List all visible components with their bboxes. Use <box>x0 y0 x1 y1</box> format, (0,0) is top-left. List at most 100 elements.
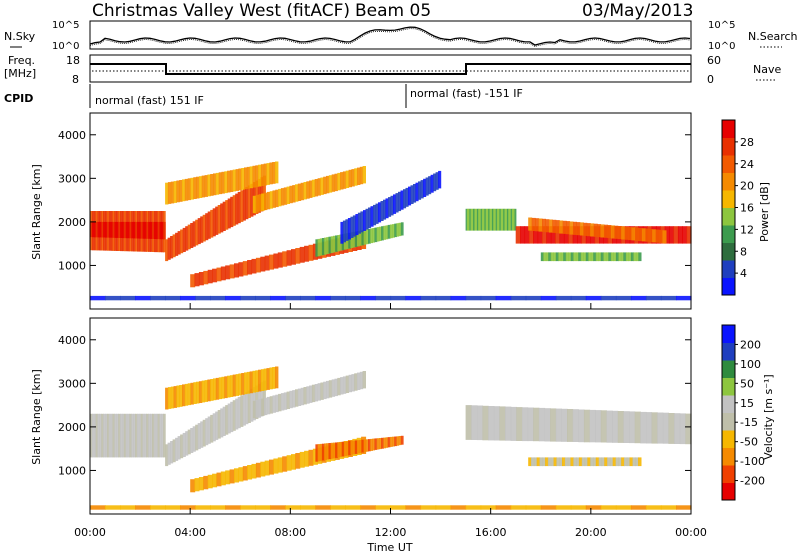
velocity-band-4-2 <box>198 477 204 491</box>
velocity-band-4-5 <box>212 473 218 488</box>
velocity-band-5-19 <box>357 440 360 454</box>
velocity-band-6-14 <box>544 408 551 442</box>
power-band-2-0 <box>165 239 169 262</box>
power-band-12-20 <box>390 295 407 301</box>
power-band-3-32 <box>255 165 259 188</box>
velocity-band-5-34 <box>389 436 393 447</box>
power-band-9-2 <box>524 226 530 244</box>
velocity-band-4-16 <box>260 461 266 477</box>
power-band-5-21 <box>282 251 288 267</box>
power-band-3-29 <box>246 166 251 189</box>
power-band-7-18 <box>385 198 389 219</box>
power-band-12-36 <box>630 295 647 301</box>
velocity-colorbar-swatch-5 <box>722 395 735 413</box>
velocity-band-3-35 <box>351 374 355 392</box>
velocity-band-4-26 <box>304 450 310 467</box>
power-band-5-18 <box>269 254 274 270</box>
velocity-band-1-26 <box>230 401 234 433</box>
velocity-band-2-35 <box>263 368 268 391</box>
power-colorbar-swatch-3 <box>722 225 735 243</box>
velocity-ylabel: Slant Range [km] <box>30 369 43 465</box>
velocity-band-2-26 <box>238 373 242 396</box>
velocity-band-8-9 <box>225 505 241 510</box>
power-band-1-34 <box>153 221 157 239</box>
power-band-8-24 <box>495 208 498 231</box>
nave-tick-top: 60 <box>707 54 721 67</box>
velocity-band-2-0 <box>165 387 169 410</box>
velocity-band-8-25 <box>465 505 482 510</box>
velocity-band-8-15 <box>315 505 331 510</box>
power-band-1-24 <box>135 221 138 239</box>
velocity-band-3-22 <box>314 384 319 402</box>
power-band-4-8 <box>275 189 279 208</box>
velocity-band-4-14 <box>251 463 257 479</box>
velocity-band-6-27 <box>617 411 624 443</box>
velocity-band-1-21 <box>217 410 221 439</box>
velocity-band-6-15 <box>550 408 557 442</box>
power-band-11-4 <box>550 252 554 262</box>
power-band-10-33 <box>641 228 646 242</box>
power-band-8-12 <box>480 208 483 231</box>
power-band-8-8 <box>475 208 478 231</box>
velocity-band-4-8 <box>225 470 231 485</box>
power-band-6-30 <box>381 226 384 241</box>
noise-sky-trace <box>89 26 691 46</box>
velocity-band-7-39 <box>638 457 642 467</box>
velocity-band-7-16 <box>573 457 577 467</box>
power-band-6-0 <box>315 239 319 257</box>
velocity-band-5-39 <box>400 435 404 445</box>
power-band-1-30 <box>146 221 149 239</box>
power-band-1-38 <box>161 221 164 240</box>
power-band-1-11 <box>110 221 114 238</box>
power-colorbar-swatch-1 <box>722 260 735 278</box>
power-band-10-37 <box>655 229 660 243</box>
velocity-band-5-5 <box>326 443 330 460</box>
velocity-band-7-23 <box>593 457 597 467</box>
velocity-band-4-23 <box>291 454 296 470</box>
velocity-band-8-20 <box>390 505 407 510</box>
velocity-band-3-23 <box>317 383 321 401</box>
velocity-colorbar-label-4: 15 <box>740 397 754 410</box>
velocity-band-1-31 <box>242 393 246 426</box>
power-band-10-17 <box>586 223 591 237</box>
power-band-8-9 <box>476 208 479 231</box>
power-band-10-21 <box>600 224 605 238</box>
velocity-band-2-25 <box>235 374 239 396</box>
power-band-11-37 <box>633 252 637 262</box>
velocity-band-5-4 <box>324 443 327 460</box>
power-band-7-19 <box>388 197 392 217</box>
power-band-6-3 <box>321 238 325 256</box>
velocity-band-4-15 <box>255 462 261 478</box>
velocity-colorbar-label-5: 50 <box>740 377 754 390</box>
velocity-band-2-39 <box>275 366 279 389</box>
power-band-8-11 <box>479 208 482 231</box>
velocity-band-8-8 <box>210 505 226 510</box>
power-band-3-30 <box>249 166 253 189</box>
power-band-4-7 <box>272 190 276 208</box>
velocity-band-5-26 <box>372 438 376 451</box>
power-band-5-0 <box>190 274 196 288</box>
power-band-8-34 <box>508 208 511 231</box>
velocity-band-6-5 <box>493 406 500 441</box>
power-band-4-5 <box>266 191 271 210</box>
power-band-5-17 <box>264 255 270 271</box>
power-band-6-35 <box>392 224 395 238</box>
power-band-5-19 <box>273 253 279 269</box>
velocity-band-8-7 <box>195 505 211 510</box>
power-band-1-14 <box>116 221 119 238</box>
power-band-1-26 <box>138 221 142 239</box>
power-band-1-20 <box>127 221 131 239</box>
power-band-1-36 <box>157 221 161 240</box>
power-band-8-30 <box>503 208 506 231</box>
power-band-6-34 <box>389 224 393 239</box>
power-band-9-37 <box>677 226 683 244</box>
power-band-10-20 <box>597 224 602 238</box>
power-band-2-22 <box>220 203 224 233</box>
velocity-band-1-9 <box>187 429 191 455</box>
velocity-band-1-12 <box>195 424 199 451</box>
power-band-12-27 <box>495 295 512 301</box>
power-band-11-35 <box>628 252 632 262</box>
power-colorbar-swatch-2 <box>722 242 735 261</box>
power-band-3-35 <box>263 163 268 186</box>
power-band-11-18 <box>585 252 589 262</box>
